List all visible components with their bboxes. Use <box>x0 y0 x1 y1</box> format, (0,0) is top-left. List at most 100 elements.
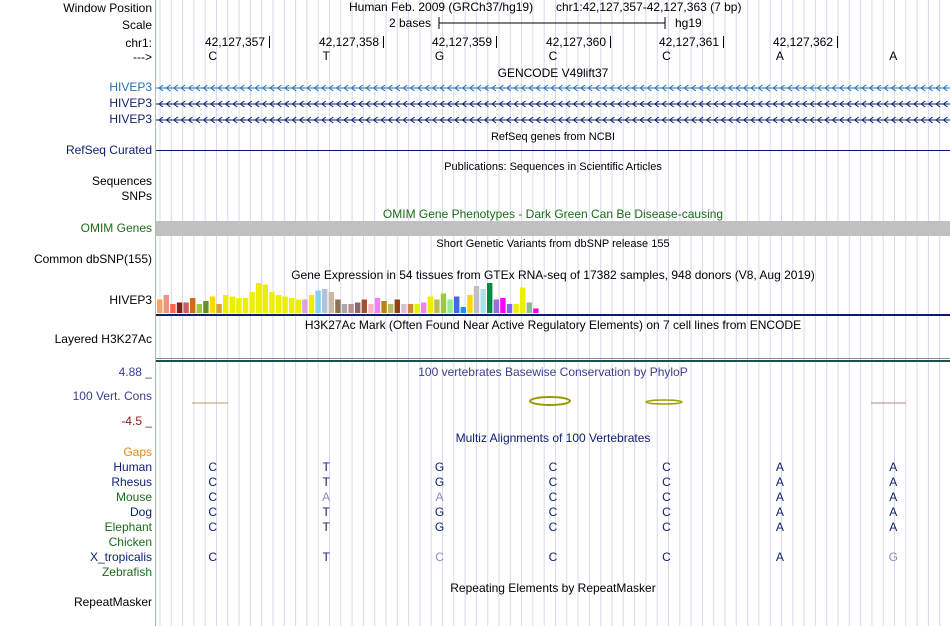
gtex-tissue-bar[interactable] <box>295 299 301 314</box>
gtex-tissue-bar[interactable] <box>190 298 196 313</box>
gtex-tissue-bar[interactable] <box>229 296 235 314</box>
gtex-tissue-bar[interactable] <box>526 302 532 314</box>
gtex-tissue-bar[interactable] <box>421 302 427 314</box>
gtex-label[interactable]: HIVEP3 <box>109 293 152 307</box>
rmsk-label[interactable]: RepeatMasker <box>73 595 152 609</box>
gtex-tissue-bar[interactable] <box>407 304 414 313</box>
pubs-label-sequences[interactable]: Sequences <box>91 174 152 188</box>
species-label-mouse[interactable]: Mouse <box>115 490 152 504</box>
gtex-tissue-bar[interactable] <box>520 287 526 314</box>
cons-label[interactable]: 100 Vert. Cons <box>72 389 152 403</box>
gtex-tissue-bar[interactable] <box>328 292 334 313</box>
window-position-text[interactable]: chr1:42,127,357-42,127,363 (7 bp) <box>556 0 742 14</box>
gencode-track-label[interactable]: HIVEP3 <box>109 112 152 126</box>
aligned-base: G <box>434 460 445 474</box>
gtex-tissue-bar[interactable] <box>216 304 222 313</box>
scale-bar <box>438 17 666 29</box>
gtex-tissue-bar[interactable] <box>394 299 400 314</box>
gtex-tissue-bar[interactable] <box>374 298 381 313</box>
gene-model-hivep3[interactable] <box>156 114 950 126</box>
gtex-tissue-bar[interactable] <box>209 296 216 314</box>
gtex-bar-chart[interactable] <box>156 283 950 317</box>
gtex-tissue-bar[interactable] <box>223 295 229 313</box>
gencode-track-label[interactable]: HIVEP3 <box>109 80 152 94</box>
gtex-tissue-bar[interactable] <box>203 301 209 313</box>
gtex-tissue-bar[interactable] <box>388 304 394 313</box>
gtex-tissue-bar[interactable] <box>361 299 367 314</box>
gtex-tissue-bar[interactable] <box>460 307 466 313</box>
species-label-human[interactable]: Human <box>113 460 152 474</box>
omim-label[interactable]: OMIM Genes <box>80 221 152 235</box>
gtex-tissue-bar[interactable] <box>506 304 513 313</box>
gtex-tissue-bar[interactable] <box>447 299 453 314</box>
gtex-tissue-bar[interactable] <box>256 283 262 313</box>
ruler-base: C <box>662 49 671 63</box>
gtex-tissue-bar[interactable] <box>236 298 242 313</box>
gencode-track-label[interactable]: HIVEP3 <box>109 96 152 110</box>
gtex-tissue-bar[interactable] <box>355 302 361 314</box>
species-label-dog[interactable]: Dog <box>129 505 152 519</box>
gtex-tissue-bar[interactable] <box>183 302 189 314</box>
gtex-tissue-bar[interactable] <box>381 301 387 313</box>
gtex-tissue-bar[interactable] <box>289 298 295 313</box>
gtex-tissue-bar[interactable] <box>348 304 354 313</box>
gaps-label[interactable]: Gaps <box>123 445 152 459</box>
gtex-tissue-bar[interactable] <box>262 284 268 314</box>
gtex-tissue-bar[interactable] <box>157 299 163 314</box>
gtex-tissue-bar[interactable] <box>513 304 519 313</box>
gtex-tissue-bar[interactable] <box>473 286 480 313</box>
gtex-tissue-bar[interactable] <box>467 295 473 313</box>
gtex-tissue-bar[interactable] <box>401 304 407 313</box>
pubs-label-snps[interactable]: SNPs <box>121 189 152 203</box>
gtex-tissue-bar[interactable] <box>302 299 308 314</box>
coord-label[interactable]: 42,127,357 <box>204 35 265 49</box>
gtex-tissue-bar[interactable] <box>308 295 315 313</box>
gtex-tissue-bar[interactable] <box>480 289 486 313</box>
gtex-tissue-bar[interactable] <box>341 304 348 313</box>
gene-model-hivep3[interactable] <box>156 98 950 110</box>
gtex-tissue-bar[interactable] <box>242 298 249 313</box>
gtex-tissue-bar[interactable] <box>368 304 374 313</box>
cons-wiggle[interactable] <box>156 390 950 414</box>
coord-label[interactable]: 42,127,361 <box>658 35 719 49</box>
refseq-gene-line[interactable] <box>156 150 950 151</box>
gtex-tissue-bar[interactable] <box>414 304 420 313</box>
species-label-chicken[interactable]: Chicken <box>108 535 152 549</box>
coord-label[interactable]: 42,127,362 <box>772 35 833 49</box>
species-label-x_tropicalis[interactable]: X_tropicalis <box>89 550 152 564</box>
gtex-tissue-bar[interactable] <box>176 302 183 314</box>
refseq-label[interactable]: RefSeq Curated <box>65 143 152 157</box>
coord-label[interactable]: 42,127,360 <box>545 35 606 49</box>
gtex-tissue-bar[interactable] <box>170 304 176 313</box>
gtex-tissue-bar[interactable] <box>282 296 288 314</box>
gtex-tissue-bar[interactable] <box>163 295 169 313</box>
gtex-tissue-bar[interactable] <box>335 299 341 314</box>
omim-gene-bar[interactable] <box>156 221 950 236</box>
gtex-tissue-bar[interactable] <box>427 296 433 314</box>
gtex-tissue-bar[interactable] <box>249 292 255 313</box>
species-label-zebrafish[interactable]: Zebrafish <box>101 565 152 579</box>
gtex-tissue-bar[interactable] <box>500 298 506 313</box>
gene-model-hivep3[interactable] <box>156 82 950 94</box>
dbsnp-label[interactable]: Common dbSNP(155) <box>33 252 152 266</box>
coord-label[interactable]: 42,127,358 <box>318 35 379 49</box>
gtex-tissue-bar[interactable] <box>269 292 275 313</box>
cons-peak <box>529 396 571 406</box>
gtex-tissue-bar[interactable] <box>315 290 321 314</box>
gtex-tissue-bar[interactable] <box>533 308 539 314</box>
gtex-tissue-bar[interactable] <box>487 283 493 313</box>
species-label-elephant[interactable]: Elephant <box>104 520 152 534</box>
pubs-title: Publications: Sequences in Scientific Ar… <box>444 161 662 173</box>
gtex-tissue-bar[interactable] <box>275 295 282 313</box>
species-label-rhesus[interactable]: Rhesus <box>111 475 152 489</box>
gtex-tissue-bar[interactable] <box>322 289 328 313</box>
coord-label[interactable]: 42,127,359 <box>431 35 492 49</box>
gtex-tissue-bar[interactable] <box>196 304 202 313</box>
gtex-tissue-bar[interactable] <box>440 293 447 314</box>
h3k27-label[interactable]: Layered H3K27Ac <box>54 332 152 346</box>
ruler-base: C <box>548 49 558 63</box>
gtex-tissue-bar[interactable] <box>434 299 440 314</box>
gtex-tissue-bar[interactable] <box>493 299 499 314</box>
gtex-tissue-bar[interactable] <box>454 296 460 314</box>
aligned-base: G <box>434 520 445 534</box>
